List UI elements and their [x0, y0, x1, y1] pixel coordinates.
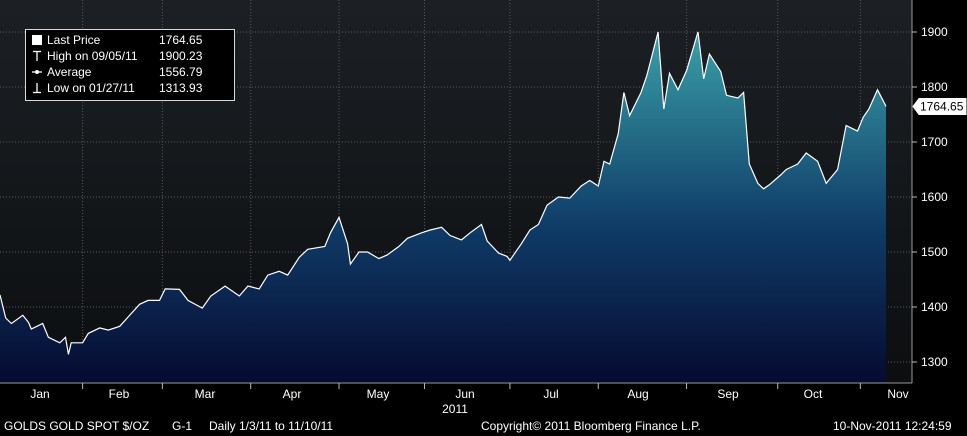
- price-line: [0, 31, 887, 355]
- legend-row-low: Low on 01/27/11 1313.93: [31, 80, 231, 96]
- footer-period: Daily 1/3/11 to 11/10/11: [209, 419, 334, 433]
- y-tick-label: 1900: [921, 25, 948, 39]
- price-area-fill: [0, 31, 886, 384]
- last-price-tag: 1764.65: [912, 97, 967, 115]
- legend-last-price-value: 1764.65: [159, 33, 203, 47]
- legend-high-label: High on 09/05/11: [47, 49, 138, 63]
- x-tick-label: Jan: [30, 387, 49, 401]
- x-tick-label: Jun: [455, 387, 474, 401]
- x-tick-label: Mar: [195, 387, 216, 401]
- average-marker-icon: [31, 64, 45, 80]
- y-tick-label: 1400: [921, 300, 948, 314]
- last-price-tag-box: [912, 97, 967, 115]
- y-tick-label: 1800: [921, 80, 948, 94]
- footer-ticker: GOLDS GOLD SPOT $/OZ: [4, 419, 150, 433]
- legend-low-label: Low on 01/27/11: [47, 81, 135, 95]
- last-price-tag-value: 1764.65: [920, 99, 964, 113]
- legend-last-price-label: Last Price: [47, 33, 101, 47]
- y-tick-label: 1300: [921, 355, 948, 369]
- y-tick-label: 1700: [921, 135, 948, 149]
- x-axis-year-label: 2011: [442, 402, 468, 416]
- square-marker-icon: [31, 32, 45, 48]
- legend-high-value: 1900.23: [159, 49, 203, 63]
- footer-chart-id: G-1: [172, 419, 193, 433]
- x-tick-label: Feb: [109, 387, 130, 401]
- footer-timestamp: 10-Nov-2011 12:24:59: [833, 419, 952, 433]
- legend-row-average: Average 1556.79: [31, 64, 231, 80]
- low-marker-icon: [31, 80, 45, 96]
- y-tick-label: 1600: [921, 190, 948, 204]
- x-axis-ticks: Jan Feb Mar Apr May Jun Jul Aug Sep Oct Nov: [30, 383, 909, 401]
- legend-low-value: 1313.93: [159, 81, 203, 95]
- legend-row-last-price: Last Price 1764.65: [31, 32, 231, 48]
- x-tick-label: Oct: [804, 387, 823, 401]
- x-tick-label: Apr: [283, 387, 302, 401]
- y-tick-label: 1500: [921, 245, 948, 259]
- x-tick-label: May: [367, 387, 390, 401]
- x-tick-label: Aug: [627, 387, 648, 401]
- x-tick-label: Nov: [887, 387, 908, 401]
- legend-average-value: 1556.79: [159, 65, 203, 79]
- x-tick-label: Sep: [717, 387, 739, 401]
- legend-average-label: Average: [47, 65, 92, 79]
- x-tick-label: Jul: [543, 387, 558, 401]
- footer-copyright: Copyright© 2011 Bloomberg Finance L.P.: [481, 419, 701, 433]
- high-marker-icon: [31, 48, 45, 64]
- y-axis-ticks: 1300 1400 1500 1600 1700 1800 1900: [912, 25, 948, 369]
- legend-row-high: High on 09/05/11 1900.23: [31, 48, 231, 64]
- legend-box: Last Price 1764.65 High on 09/05/11 1900…: [25, 29, 235, 101]
